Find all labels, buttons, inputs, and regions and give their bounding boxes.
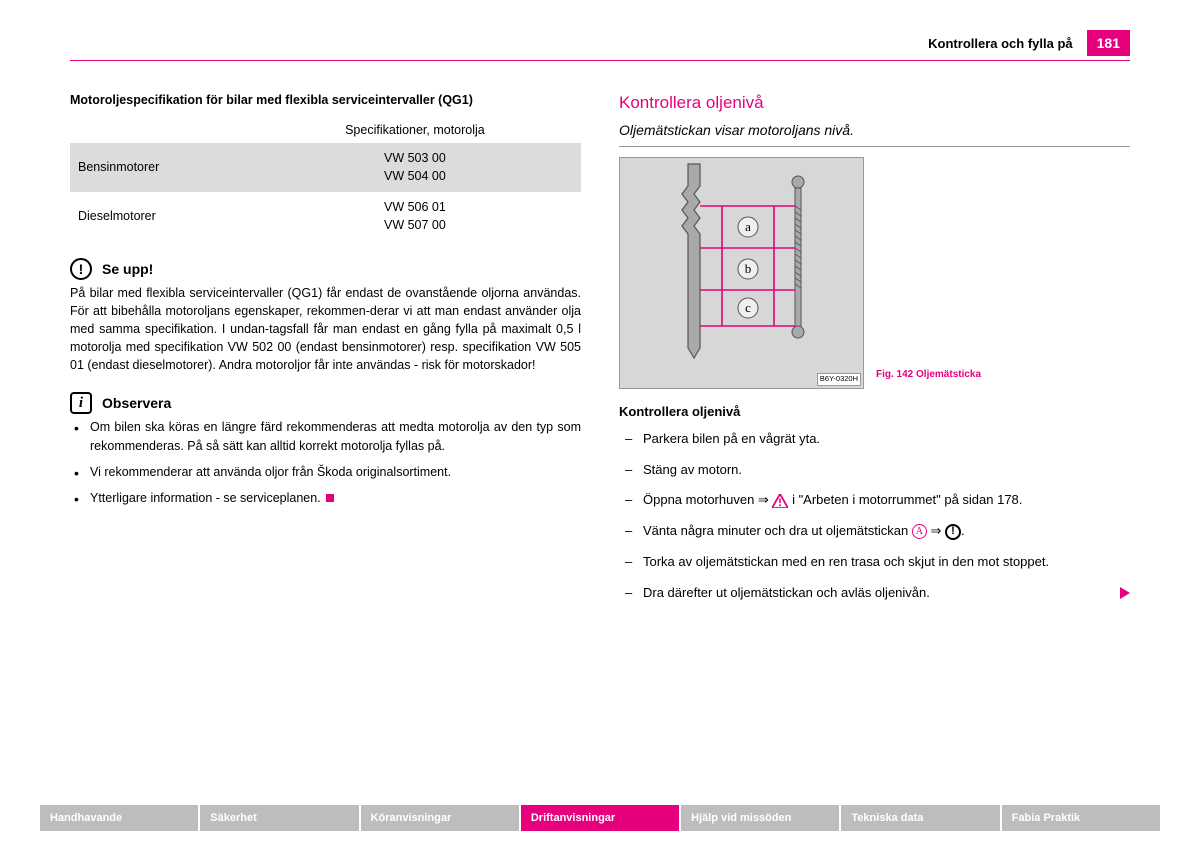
tab-tekniska[interactable]: Tekniska data <box>841 805 999 831</box>
tab-driftanvisningar[interactable]: Driftanvisningar <box>521 805 679 831</box>
step-text: Vänta några minuter och dra ut oljemätst… <box>643 523 912 538</box>
continue-arrow-icon <box>1120 587 1130 599</box>
caution-ref-icon: ! <box>945 524 961 540</box>
step-item: Dra därefter ut oljemätstickan och avläs… <box>619 584 1130 603</box>
list-item: Vi rekommenderar att använda oljor från … <box>70 463 581 481</box>
right-column: Kontrollera oljenivå Oljemätstickan visa… <box>619 91 1130 615</box>
step-text: i "Arbeten i motorrummet" på sidan 178. <box>792 492 1022 507</box>
spec-table: Specifikationer, motorolja Bensinmotorer… <box>70 117 581 240</box>
figure-code: B6Y-0320H <box>817 373 861 386</box>
caution-icon: ! <box>70 258 92 280</box>
note-list: Om bilen ska köras en längre färd rekomm… <box>70 418 581 507</box>
page-header: Kontrollera och fylla på 181 <box>70 30 1130 61</box>
info-icon: i <box>70 392 92 414</box>
step-item: Stäng av motorn. <box>619 461 1130 480</box>
fig-label-a: a <box>745 219 751 234</box>
section-subtitle: Oljemätstickan visar motoroljans nivå. <box>619 120 1130 147</box>
caution-title: Se upp! <box>102 259 153 279</box>
end-marker-icon <box>326 494 334 502</box>
step-text: Öppna motorhuven <box>643 492 758 507</box>
tab-koranvisningar[interactable]: Köranvisningar <box>361 805 519 831</box>
warning-triangle-icon <box>772 494 788 508</box>
spec-row-value: VW 503 00 VW 504 00 <box>249 143 581 191</box>
caution-heading: ! Se upp! <box>70 258 581 280</box>
step-text: Dra därefter ut oljemätstickan och avläs… <box>643 585 930 600</box>
spec-row-value: VW 506 01 VW 507 00 <box>249 192 581 240</box>
step-item: Parkera bilen på en vågrät yta. <box>619 430 1130 449</box>
ref-letter-a: A <box>912 524 927 539</box>
table-row: Dieselmotorer VW 506 01 VW 507 00 <box>70 192 581 240</box>
subheading: Kontrollera oljenivå <box>619 403 1130 422</box>
note-title: Observera <box>102 393 171 413</box>
caution-text: På bilar med flexibla serviceintervaller… <box>70 284 581 375</box>
list-item-text: Ytterligare information - se serviceplan… <box>90 491 321 505</box>
tab-fabia[interactable]: Fabia Praktik <box>1002 805 1160 831</box>
table-row: Bensinmotorer VW 503 00 VW 504 00 <box>70 143 581 191</box>
header-title: Kontrollera och fylla på <box>928 36 1072 51</box>
tab-handhavande[interactable]: Handhavande <box>40 805 198 831</box>
step-item: Vänta några minuter och dra ut oljemätst… <box>619 522 1130 541</box>
dipstick-figure: a b c B6Y-0320H <box>619 157 864 389</box>
arrow-glyph: ⇒ <box>930 523 941 538</box>
spec-title: Motoroljespecifikation för bilar med fle… <box>70 91 581 109</box>
tab-sakerhet[interactable]: Säkerhet <box>200 805 358 831</box>
fig-label-c: c <box>745 300 751 315</box>
figure-caption: Fig. 142 Oljemätsticka <box>876 368 996 389</box>
page-number: 181 <box>1087 30 1130 56</box>
step-item: Torka av oljemätstickan med en ren trasa… <box>619 553 1130 572</box>
arrow-glyph: ⇒ <box>758 492 769 507</box>
section-title: Kontrollera oljenivå <box>619 91 1130 116</box>
fig-label-b: b <box>745 261 752 276</box>
step-item: Öppna motorhuven ⇒ i "Arbeten i motorrum… <box>619 491 1130 510</box>
note-heading: i Observera <box>70 392 581 414</box>
spec-col-header: Specifikationer, motorolja <box>249 117 581 143</box>
spec-row-label: Bensinmotorer <box>70 143 249 191</box>
footer-tabs: Handhavande Säkerhet Köranvisningar Drif… <box>0 805 1200 841</box>
list-item: Om bilen ska köras en längre färd rekomm… <box>70 418 581 454</box>
spec-row-label: Dieselmotorer <box>70 192 249 240</box>
tab-hjalp[interactable]: Hjälp vid missöden <box>681 805 839 831</box>
left-column: Motoroljespecifikation för bilar med fle… <box>70 91 581 615</box>
steps-list: Parkera bilen på en vågrät yta. Stäng av… <box>619 430 1130 603</box>
list-item: Ytterligare information - se serviceplan… <box>70 489 581 507</box>
